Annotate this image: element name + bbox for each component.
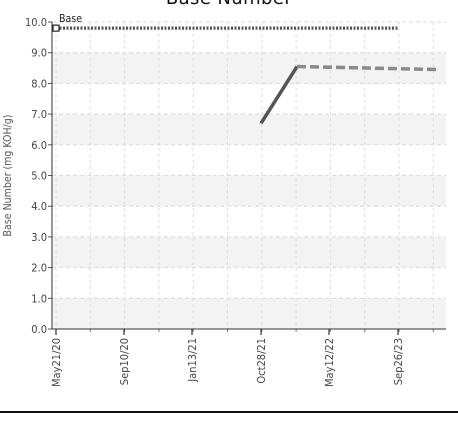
y-band: [52, 298, 446, 329]
y-tick-label: 1.0: [31, 292, 47, 305]
y-tick-label: 7.0: [31, 108, 47, 121]
y-tick-label: 0.0: [31, 323, 47, 336]
series-line: [296, 64, 441, 72]
chart-title: Base Number: [0, 0, 458, 9]
y-tick-label: 6.0: [31, 139, 47, 152]
y-tick-label: 10.0: [25, 16, 47, 29]
x-tick-label: Sep26/23: [392, 338, 405, 385]
y-tick-label: 2.0: [31, 262, 47, 275]
y-tick-label: 9.0: [31, 47, 47, 60]
y-band: [52, 175, 446, 207]
x-tick-label: May12/22: [323, 338, 336, 387]
series-lines: [52, 24, 441, 125]
series-line: [259, 65, 299, 125]
x-tick-label: Sep10/20: [118, 338, 131, 385]
x-tick-label: May21/20: [50, 338, 63, 387]
gridlines: [52, 21, 446, 330]
y-tick-label: 5.0: [31, 170, 47, 183]
y-tick-label: 4.0: [31, 200, 47, 213]
y-axis-label: Base Number (mg KOH/g): [2, 115, 14, 237]
y-band: [52, 114, 446, 145]
y-tick-label: 8.0: [31, 77, 47, 90]
series-marker: [52, 24, 60, 32]
bottom-rule: [0, 411, 458, 413]
y-tick-label: 3.0: [31, 231, 47, 244]
series-label: Base: [59, 13, 82, 25]
y-band: [52, 52, 446, 84]
x-tick-label: Oct28/21: [255, 338, 268, 384]
x-tick-label: Jan13/21: [186, 338, 199, 383]
axis-labels: 0.0 1.0 2.0 3.0 4.0 5.0 6.0 7.0 8.0 9.0 10.0 May21/…: [2, 13, 405, 387]
axes: [48, 21, 446, 335]
y-band: [52, 236, 446, 268]
y-bands: [52, 52, 446, 329]
